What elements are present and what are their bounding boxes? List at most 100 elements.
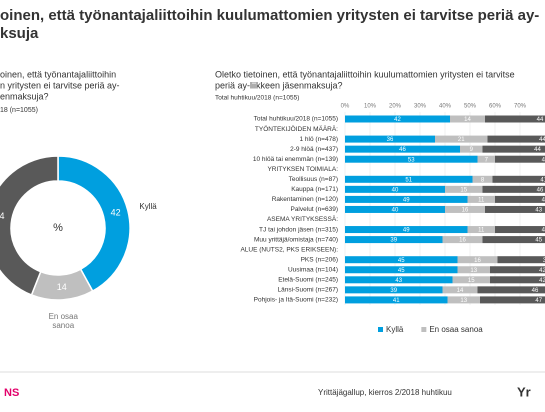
bar-value-label: 42 — [394, 117, 401, 123]
legend-label: En osaa sanoa — [429, 325, 483, 334]
bar-value-label: 15 — [460, 187, 467, 193]
bar-segment — [477, 286, 545, 294]
bar-value-label: 40 — [392, 187, 399, 193]
bar-value-label: 46 — [537, 187, 544, 193]
category-label: ALUE (NUTS2, PKS ERIKSEEN): — [240, 246, 338, 253]
x-tick-label: 20% — [389, 104, 402, 110]
bar-segment — [442, 236, 483, 244]
legend-swatch — [378, 327, 383, 332]
bar-segment — [345, 296, 448, 304]
bar-value-label: 40 — [542, 228, 545, 234]
pie-subtitle: enmaksuja? — [0, 91, 49, 101]
bar-value-label: 16 — [462, 208, 469, 214]
bar-value-label: 45 — [535, 238, 542, 244]
x-tick-label: 10% — [364, 104, 377, 110]
x-tick-label: 0% — [341, 104, 350, 110]
bar-segment — [447, 296, 480, 304]
bar-segment — [450, 115, 485, 123]
slice-category: Kyllä — [139, 202, 157, 212]
pie-subtitle: n yritysten ei tarvitse periä ay- — [0, 80, 120, 90]
bar-segment — [452, 276, 490, 284]
bar-value-label: 47 — [535, 298, 542, 304]
bar-value-label: 41 — [540, 177, 545, 183]
bar-segment — [345, 226, 468, 234]
x-tick-label: 60% — [489, 104, 502, 110]
bar-value-label: 11 — [478, 197, 485, 203]
category-label: Total huhtikuu/2018 (n=1055) — [254, 116, 338, 123]
bar-value-label: 44 — [539, 137, 545, 143]
category-label: 2-9 hlöä (n=437) — [290, 146, 338, 153]
bar-segment — [345, 236, 443, 244]
legend-swatch — [421, 327, 427, 332]
bar-value-label: 44 — [534, 147, 541, 153]
bar-segment — [345, 286, 443, 294]
bar-segment — [345, 155, 478, 163]
bar-value-label: 40 — [392, 208, 399, 214]
bar-segment — [482, 185, 545, 193]
bar-segment — [485, 205, 545, 213]
bar-segment — [477, 155, 495, 163]
bar-segment — [487, 135, 545, 143]
bar-value-label: 39 — [390, 288, 397, 294]
bar-segment — [492, 175, 545, 183]
category-label: 10 hlöä tai enemmän (n=139) — [253, 156, 338, 163]
bar-value-label: 43 — [535, 208, 542, 214]
pie-subtitle: oinen, että työnantajaliittoihin — [0, 69, 116, 79]
bar-title: Oletko tietoinen, että työnantajaliittoi… — [215, 69, 515, 79]
bar-value-label: 8 — [481, 177, 485, 183]
legend-label: Kyllä — [386, 325, 404, 334]
bar-segment — [482, 236, 545, 244]
bar-value-label: 42 — [539, 278, 545, 284]
x-tick-label: 70% — [514, 104, 527, 110]
bar-segment — [445, 185, 483, 193]
bar-value-label: 16 — [474, 258, 481, 264]
slice-label: 14 — [57, 282, 67, 292]
bar-segment — [457, 266, 490, 274]
bar-segment — [345, 115, 450, 123]
bar-value-label: 41 — [393, 298, 400, 304]
category-label: PKS (n=206) — [301, 256, 338, 263]
bar-segment — [495, 195, 545, 203]
bar-segment — [345, 175, 473, 183]
bar-segment — [345, 195, 468, 203]
bar-segment — [467, 226, 495, 234]
bar-value-label: 16 — [459, 238, 466, 244]
category-label: Uusimaa (n=104) — [288, 266, 338, 273]
bar-value-label: 15 — [468, 278, 475, 284]
bar-value-label: 46 — [399, 147, 406, 153]
left-logo: NS — [4, 387, 19, 399]
bar-value-label: 46 — [532, 288, 539, 294]
pie-center-label: % — [53, 222, 63, 234]
category-label: TYÖNTEKIJÖIDEN MÄÄRÄ: — [255, 125, 338, 133]
bar-value-label: 45 — [398, 258, 405, 264]
bar-segment — [490, 276, 545, 284]
bar-segment — [442, 286, 478, 294]
bar-segment — [345, 135, 435, 143]
category-label: Teollisuus (n=87) — [289, 176, 338, 183]
donut-slice — [57, 155, 131, 293]
category-label: ASEMA YRITYKSESSÄ: — [267, 215, 338, 223]
bar-value-label: 21 — [458, 137, 465, 143]
bar-value-label: 39 — [543, 258, 545, 264]
category-label: Länsi-Suomi (n=267) — [277, 287, 338, 294]
bar-segment — [497, 256, 545, 264]
category-label: TJ tai johdon jäsen (n=315) — [259, 226, 338, 233]
bar-value-label: 44 — [537, 117, 544, 123]
bar-value-label: 53 — [408, 157, 415, 163]
bar-segment — [495, 226, 545, 234]
category-label: 1 hlö (n=478) — [300, 136, 339, 143]
bar-segment — [345, 256, 458, 264]
category-label: Pohjois- ja Itä-Suomi (n=232) — [254, 297, 338, 304]
bar-value-label: 36 — [387, 137, 394, 143]
bar-value-label: 7 — [485, 157, 489, 163]
donut-slice — [0, 155, 59, 296]
bar-segment — [345, 266, 458, 274]
category-label: YRITYKSEN TOIMIALA: — [267, 166, 338, 173]
bar-value-label: 45 — [398, 268, 405, 274]
bar-segment — [435, 135, 488, 143]
bar-value-label: 13 — [470, 268, 477, 274]
x-tick-label: 40% — [439, 104, 452, 110]
bar-segment — [445, 205, 485, 213]
